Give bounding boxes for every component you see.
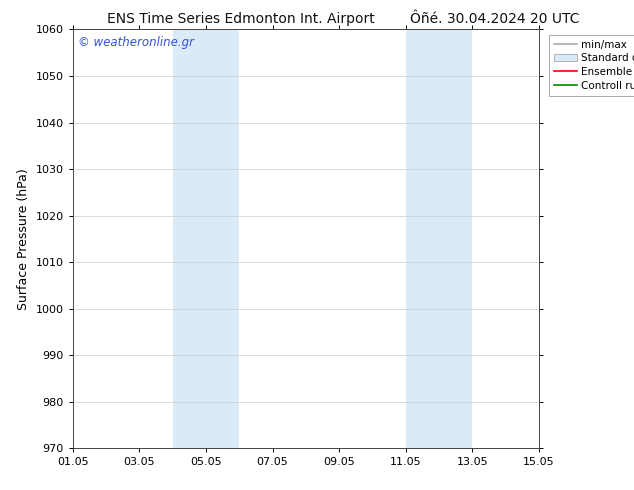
Text: ENS Time Series Edmonton Int. Airport: ENS Time Series Edmonton Int. Airport	[107, 12, 375, 26]
Legend: min/max, Standard deviation, Ensemble mean run, Controll run: min/max, Standard deviation, Ensemble me…	[549, 35, 634, 96]
Bar	[172, 29, 239, 448]
Text: © weatheronline.gr: © weatheronline.gr	[77, 36, 193, 49]
Bar	[406, 29, 472, 448]
Y-axis label: Surface Pressure (hPa): Surface Pressure (hPa)	[17, 168, 30, 310]
Text: Ôñé. 30.04.2024 20 UTC: Ôñé. 30.04.2024 20 UTC	[410, 12, 579, 26]
